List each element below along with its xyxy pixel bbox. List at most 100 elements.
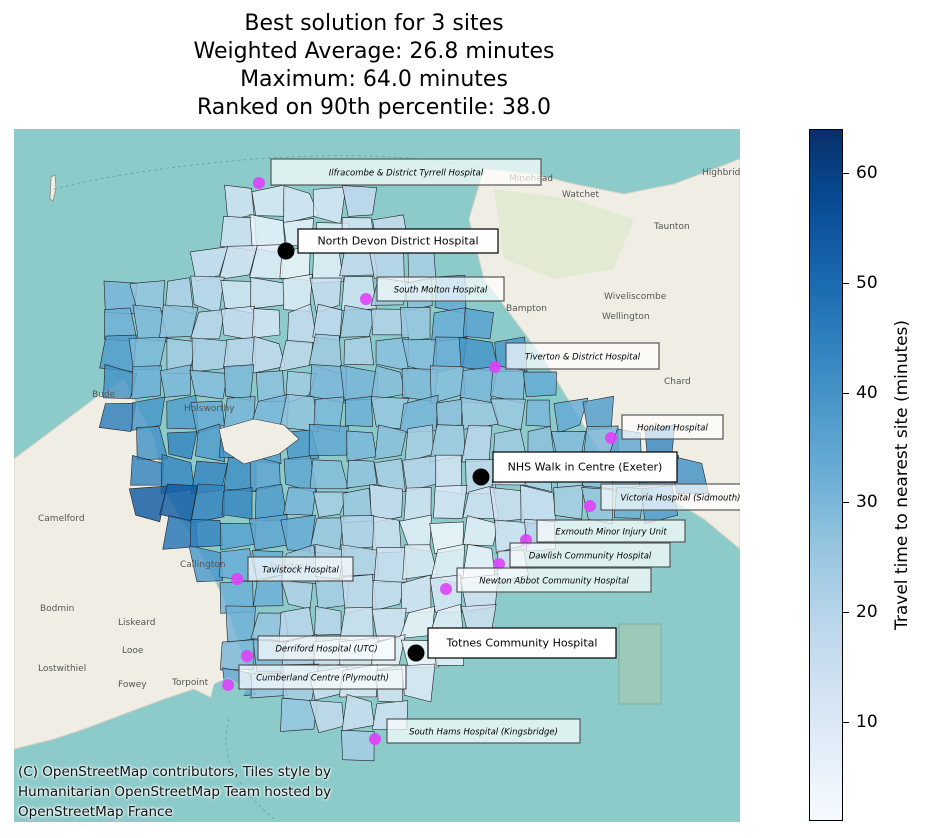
candidate-site-marker[interactable] — [253, 177, 265, 189]
basemap-place-label: Taunton — [653, 222, 690, 232]
region-polygon — [190, 309, 226, 340]
region-polygon — [225, 605, 256, 643]
attribution-line: (C) OpenStreetMap contributors, Tiles st… — [18, 764, 331, 780]
selected-site-marker[interactable] — [472, 468, 490, 486]
region-polygon — [190, 519, 223, 548]
candidate-site-marker[interactable] — [360, 293, 372, 305]
candidate-site-marker[interactable] — [493, 558, 505, 570]
candidate-site-marker[interactable] — [369, 733, 381, 745]
region-polygon — [195, 423, 226, 463]
region-polygon — [280, 697, 318, 732]
region-polygon — [278, 340, 314, 372]
map-canvas[interactable]: MineheadWatchetHighbridgeBudeCamelfordBo… — [14, 129, 740, 822]
candidate-site-marker[interactable] — [231, 573, 243, 585]
region-polygon — [221, 305, 256, 341]
region-polygon — [167, 431, 198, 460]
land-lundy — [49, 174, 57, 202]
selected-site-marker[interactable] — [277, 242, 295, 260]
region-polygon — [339, 305, 377, 338]
site-markers[interactable]: Ilfracombe & District Tyrrell Hospital So… — [222, 158, 740, 745]
site-label: South Molton Hospital — [394, 286, 488, 296]
site-label-box — [492, 451, 678, 483]
candidate-site-marker[interactable] — [489, 361, 501, 373]
region-polygon — [553, 484, 584, 520]
basemap-place-label: Camelford — [38, 514, 85, 524]
candidate-site-marker[interactable] — [584, 500, 596, 512]
map-attribution: (C) OpenStreetMap contributors, Tiles st… — [18, 762, 331, 822]
region-polygon — [308, 423, 349, 457]
region-polygon — [340, 515, 376, 550]
title-line: Maximum: 64.0 minutes — [240, 67, 508, 92]
basemap-place-label: Wiveliscombe — [604, 292, 667, 302]
site-label: Tiverton & District Hospital — [525, 353, 641, 363]
site-label: Derriford Hospital (UTC) — [275, 645, 377, 655]
site-label: Tavistock Hospital — [262, 566, 339, 576]
region-polygon — [309, 277, 342, 313]
region-polygon — [489, 487, 523, 523]
colorbar-label: Travel time to nearest site (minutes) — [892, 319, 912, 631]
region-polygon — [224, 184, 255, 221]
map-panel[interactable]: MineheadWatchetHighbridgeBudeCamelfordBo… — [14, 129, 740, 822]
candidate-site-marker[interactable] — [241, 650, 253, 662]
site-label-box — [376, 276, 505, 302]
site-label: NHS Walk in Centre (Exeter) — [508, 461, 663, 474]
site-label: Honiton Hospital — [637, 424, 708, 434]
site-label-box — [621, 414, 724, 440]
region-polygon — [249, 244, 285, 280]
region-polygon — [344, 396, 374, 427]
basemap-place-label: Watchet — [562, 190, 600, 200]
region-polygon — [223, 337, 256, 369]
basemap-place-label: Fowey — [118, 680, 147, 690]
basemap-place-label: Bude — [92, 390, 116, 400]
site-label: Ilfracombe & District Tyrrell Hospital — [329, 169, 484, 179]
region-polygon — [191, 337, 229, 373]
region-polygon — [522, 371, 557, 398]
site-label-box — [270, 158, 542, 186]
candidate-site-marker[interactable] — [222, 679, 234, 691]
region-polygon — [131, 365, 162, 400]
region-polygon — [400, 306, 431, 343]
site-label-box — [386, 718, 581, 744]
land-exmoor — [494, 189, 634, 279]
region-polygon — [371, 580, 406, 612]
basemap-place-label: Bodmin — [40, 604, 74, 614]
region-polygon — [525, 399, 551, 427]
colorbar — [809, 129, 843, 821]
selected-site-marker[interactable] — [407, 644, 425, 662]
candidate-site-marker[interactable] — [605, 432, 617, 444]
site-label: Dawlish Community Hospital — [529, 552, 652, 562]
colorbar-tick-label: 10 — [856, 712, 878, 733]
basemap-place-label: Chard — [664, 377, 691, 387]
colorbar-tick-label: 20 — [856, 602, 878, 623]
site-label: Victoria Hospital (Sidmouth) — [621, 494, 740, 504]
title-line: Weighted Average: 26.8 minutes — [193, 39, 555, 64]
region-polygon — [221, 487, 253, 520]
basemap-place-label: Holsworthy — [184, 404, 235, 414]
colorbar-ticks: 10 20 30 40 50 60 — [843, 129, 883, 821]
region-polygon — [369, 484, 404, 524]
site-label-box — [257, 635, 396, 661]
region-polygon — [128, 485, 168, 523]
region-polygon — [553, 397, 589, 434]
region-polygon — [309, 459, 349, 490]
region-polygon — [250, 277, 286, 310]
site-label: North Devon District Hospital — [317, 235, 478, 248]
region-polygon — [462, 307, 494, 340]
candidate-site-marker[interactable] — [440, 583, 452, 595]
region-polygon — [343, 336, 375, 366]
region-polygon — [131, 396, 166, 431]
region-polygon — [223, 364, 255, 401]
site-label-box — [509, 542, 671, 568]
region-polygon — [346, 459, 378, 489]
site-label: Totnes Community Hospital — [446, 637, 598, 650]
region-polygon — [159, 304, 199, 338]
site-label: South Hams Hospital (Kingsbridge) — [409, 728, 558, 738]
water-plymouth-sound — [209, 677, 246, 719]
region-polygon — [433, 485, 468, 519]
region-polygon — [341, 185, 378, 217]
region-polygon — [283, 487, 317, 516]
colorbar-tick-label: 50 — [856, 272, 878, 293]
basemap-place-label: Looe — [122, 646, 144, 656]
site-label-box — [505, 342, 660, 370]
region-polygon — [159, 364, 192, 398]
